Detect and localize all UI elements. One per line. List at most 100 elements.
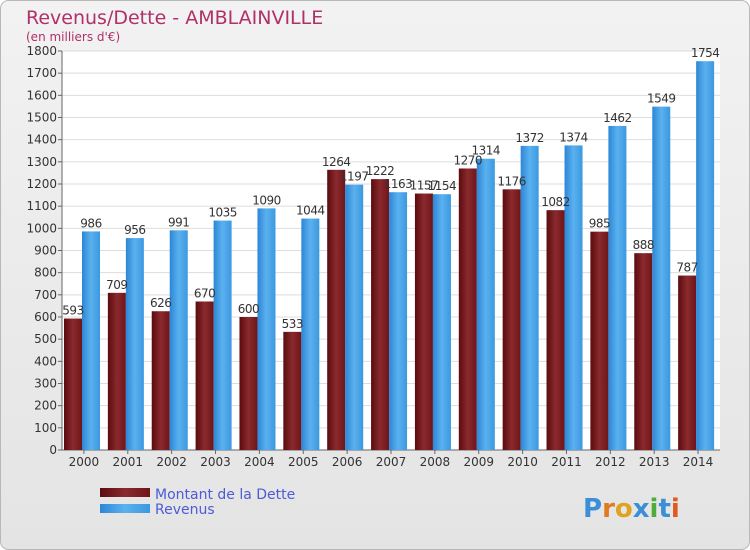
bar-dette xyxy=(458,168,477,450)
logo-letter: i xyxy=(671,494,680,524)
bar-revenus xyxy=(82,231,100,450)
bar-revenus xyxy=(564,145,583,450)
bar-dette xyxy=(195,301,214,450)
bar-dette xyxy=(502,189,521,450)
data-label-revenus: 1372 xyxy=(515,131,544,145)
x-tick-label: 2002 xyxy=(156,455,187,469)
logo-letter: x xyxy=(633,494,650,524)
legend-swatch-dette xyxy=(100,488,150,497)
bar-revenus xyxy=(125,238,144,450)
y-tick-label: 700 xyxy=(34,288,57,302)
data-label-dette: 1270 xyxy=(454,153,483,167)
x-tick-label: 2008 xyxy=(420,455,451,469)
x-tick-label: 2014 xyxy=(683,455,714,469)
x-tick-label: 2005 xyxy=(288,455,319,469)
logo-letter: t xyxy=(658,494,670,524)
data-label-revenus: 1197 xyxy=(340,170,369,184)
bar-revenus xyxy=(652,106,671,450)
data-label-dette: 600 xyxy=(238,302,259,316)
y-tick-label: 1300 xyxy=(26,155,57,169)
bar-revenus xyxy=(213,220,232,450)
x-tick-label: 2012 xyxy=(595,455,626,469)
x-tick-label: 2010 xyxy=(507,455,538,469)
bar-dette xyxy=(283,331,302,450)
legend-swatch-revenus xyxy=(100,504,150,513)
data-label-dette: 787 xyxy=(676,261,697,275)
data-label-dette: 626 xyxy=(150,296,171,310)
data-label-revenus: 1462 xyxy=(603,111,632,125)
data-label-dette: 593 xyxy=(62,304,83,318)
data-label-revenus: 1754 xyxy=(691,46,720,60)
x-tick-label: 2013 xyxy=(639,455,670,469)
data-label-revenus: 1154 xyxy=(428,179,457,193)
y-tick-label: 1500 xyxy=(26,111,57,125)
bar-revenus xyxy=(257,208,276,450)
x-tick-label: 2006 xyxy=(332,455,363,469)
bar-revenus xyxy=(345,184,364,451)
bar-revenus xyxy=(169,230,188,450)
chart-subtitle: (en milliers d'€) xyxy=(26,30,120,44)
y-tick-label: 900 xyxy=(34,244,57,258)
data-label-dette: 670 xyxy=(194,286,215,300)
data-label-revenus: 1163 xyxy=(384,177,413,191)
y-tick-label: 800 xyxy=(34,266,57,280)
data-label-dette: 709 xyxy=(106,278,127,292)
bar-dette xyxy=(107,292,126,450)
data-label-revenus: 1044 xyxy=(296,204,325,218)
y-tick-label: 500 xyxy=(34,332,57,346)
data-label-revenus: 986 xyxy=(80,216,101,230)
bar-dette xyxy=(414,193,433,450)
bar-dette xyxy=(64,318,82,450)
data-label-revenus: 956 xyxy=(124,223,145,237)
x-tick-label: 2009 xyxy=(463,455,494,469)
logo-letter: i xyxy=(650,494,659,524)
x-tick-label: 2003 xyxy=(200,455,231,469)
data-label-dette: 1082 xyxy=(541,195,570,209)
bar-dette xyxy=(590,231,609,450)
y-tick-label: 1700 xyxy=(26,66,57,80)
proxiti-logo: Proxiti xyxy=(583,494,680,524)
x-tick-label: 2000 xyxy=(69,455,100,469)
y-tick-label: 400 xyxy=(34,354,57,368)
logo-letter: P xyxy=(583,494,602,524)
logo-letter: r xyxy=(602,494,615,524)
bar-dette xyxy=(371,179,390,450)
bar-dette xyxy=(151,311,170,450)
y-tick-label: 1800 xyxy=(26,44,57,58)
y-tick-label: 300 xyxy=(34,377,57,391)
y-tick-label: 1400 xyxy=(26,133,57,147)
bar-dette xyxy=(327,169,346,450)
data-label-revenus: 1374 xyxy=(559,130,588,144)
logo-letter: o xyxy=(615,494,633,524)
data-label-dette: 985 xyxy=(589,217,610,231)
legend-label-dette: Montant de la Dette xyxy=(155,487,295,503)
bar-revenus xyxy=(476,158,495,451)
bar-dette xyxy=(546,210,565,450)
legend-label-revenus: Revenus xyxy=(155,502,215,518)
bar-revenus xyxy=(432,194,451,450)
y-tick-label: 600 xyxy=(34,310,57,324)
y-tick-label: 100 xyxy=(34,421,57,435)
data-label-dette: 1176 xyxy=(497,174,526,188)
bar-dette xyxy=(239,317,258,450)
data-label-dette: 533 xyxy=(282,317,303,331)
data-label-revenus: 991 xyxy=(168,215,189,229)
y-tick-label: 0 xyxy=(49,443,57,457)
bar-revenus xyxy=(608,125,627,450)
bar-revenus xyxy=(520,145,539,450)
data-label-dette: 1157 xyxy=(410,179,439,193)
y-tick-label: 1600 xyxy=(26,88,57,102)
y-tick-label: 200 xyxy=(34,399,57,413)
data-label-revenus: 1035 xyxy=(208,206,237,220)
data-label-dette: 1264 xyxy=(322,155,351,169)
x-tick-label: 2007 xyxy=(376,455,407,469)
data-label-dette: 1222 xyxy=(366,164,395,178)
data-label-revenus: 1090 xyxy=(252,193,281,207)
x-tick-label: 2011 xyxy=(551,455,582,469)
y-tick-label: 1200 xyxy=(26,177,57,191)
bar-revenus xyxy=(696,61,715,451)
bar-dette xyxy=(678,275,697,450)
bar-revenus xyxy=(301,218,320,450)
